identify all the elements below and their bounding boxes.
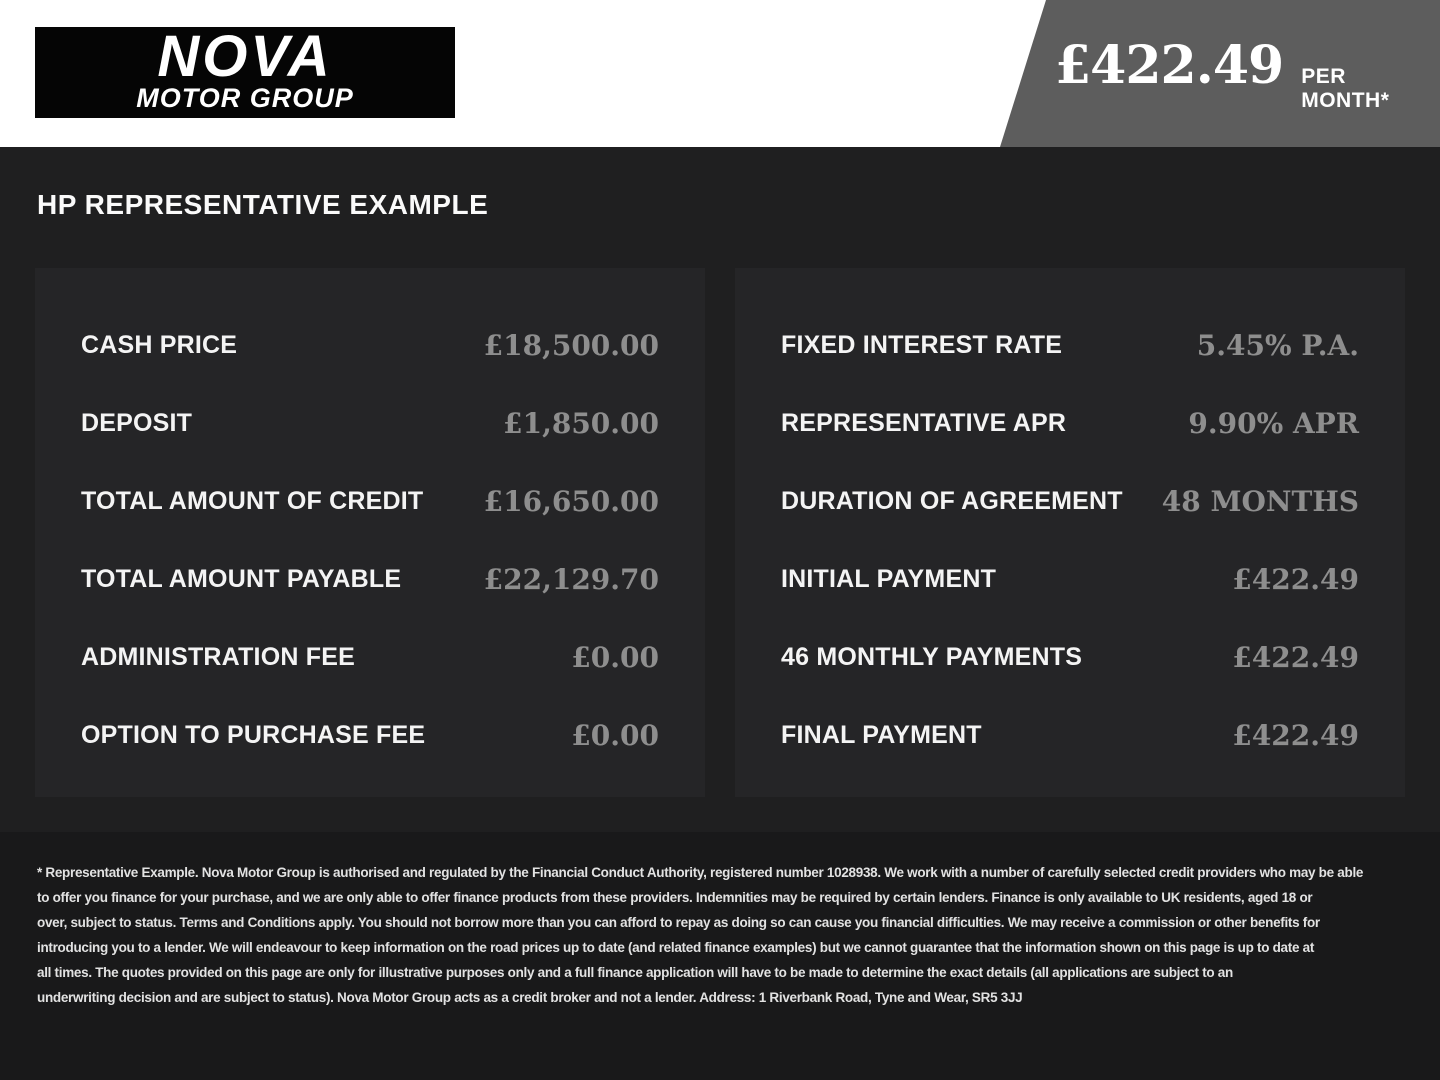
top-bar: NOVA MOTOR GROUP £422.49 PER MONTH* [0,0,1440,147]
disclaimer-footer: * Representative Example. Nova Motor Gro… [0,832,1440,1080]
finance-row-option-fee: OPTION TO PURCHASE FEE £0.00 [81,696,659,774]
finance-row-apr: REPRESENTATIVE APR 9.90% APR [781,384,1359,462]
finance-label: INITIAL PAYMENT [781,564,997,593]
finance-row-initial-payment: INITIAL PAYMENT £422.49 [781,540,1359,618]
finance-value: £422.49 [1232,640,1359,674]
finance-label: OPTION TO PURCHASE FEE [81,720,426,749]
finance-value: £18,500.00 [483,328,659,362]
finance-row-monthly-payments: 46 MONTHLY PAYMENTS £422.49 [781,618,1359,696]
finance-row-cash-price: CASH PRICE £18,500.00 [81,306,659,384]
finance-row-interest-rate: FIXED INTEREST RATE 5.45% P.A. [781,306,1359,384]
finance-value: £16,650.00 [483,484,659,518]
finance-label: FIXED INTEREST RATE [781,330,1063,359]
price-banner-content: £422.49 PER MONTH* [1055,35,1440,113]
finance-row-admin-fee: ADMINISTRATION FEE £0.00 [81,618,659,696]
finance-row-duration: DURATION OF AGREEMENT 48 MONTHS [781,462,1359,540]
finance-label: DURATION OF AGREEMENT [781,486,1123,515]
finance-panel-right: FIXED INTEREST RATE 5.45% P.A. REPRESENT… [735,268,1405,797]
finance-label: FINAL PAYMENT [781,720,982,749]
finance-value: £422.49 [1232,562,1359,596]
finance-value: £1,850.00 [503,406,659,440]
finance-panels: CASH PRICE £18,500.00 DEPOSIT £1,850.00 … [35,268,1405,797]
price-banner: £422.49 PER MONTH* [1000,0,1440,147]
finance-label: REPRESENTATIVE APR [781,408,1067,437]
finance-value: £422.49 [1232,718,1359,752]
finance-label: CASH PRICE [81,330,238,359]
finance-row-final-payment: FINAL PAYMENT £422.49 [781,696,1359,774]
page-title: HP REPRESENTATIVE EXAMPLE [37,189,489,220]
finance-panel-left: CASH PRICE £18,500.00 DEPOSIT £1,850.00 … [35,268,705,797]
finance-row-deposit: DEPOSIT £1,850.00 [81,384,659,462]
finance-label: 46 MONTHLY PAYMENTS [781,642,1083,671]
per-month-label: PER MONTH* [1301,64,1390,112]
finance-value: £22,129.70 [483,562,659,596]
finance-label: DEPOSIT [81,408,193,437]
finance-label: TOTAL AMOUNT PAYABLE [81,564,402,593]
finance-value: 5.45% P.A. [1196,328,1359,362]
finance-value: £0.00 [571,640,659,674]
finance-row-total-payable: TOTAL AMOUNT PAYABLE £22,129.70 [81,540,659,618]
finance-row-total-credit: TOTAL AMOUNT OF CREDIT £16,650.00 [81,462,659,540]
monthly-price-amount: £422.49 [1055,34,1284,96]
finance-value: 9.90% APR [1188,406,1359,440]
brand-logo: NOVA MOTOR GROUP [35,27,455,118]
finance-label: TOTAL AMOUNT OF CREDIT [81,486,424,515]
brand-logo-subtitle: MOTOR GROUP [136,83,354,114]
finance-value: £0.00 [571,718,659,752]
finance-label: ADMINISTRATION FEE [81,642,355,671]
finance-value: 48 MONTHS [1161,484,1359,518]
brand-logo-name: NOVA [157,23,333,89]
disclaimer-text: * Representative Example. Nova Motor Gro… [37,865,1364,1005]
main-section: HP REPRESENTATIVE EXAMPLE CASH PRICE £18… [0,147,1440,832]
